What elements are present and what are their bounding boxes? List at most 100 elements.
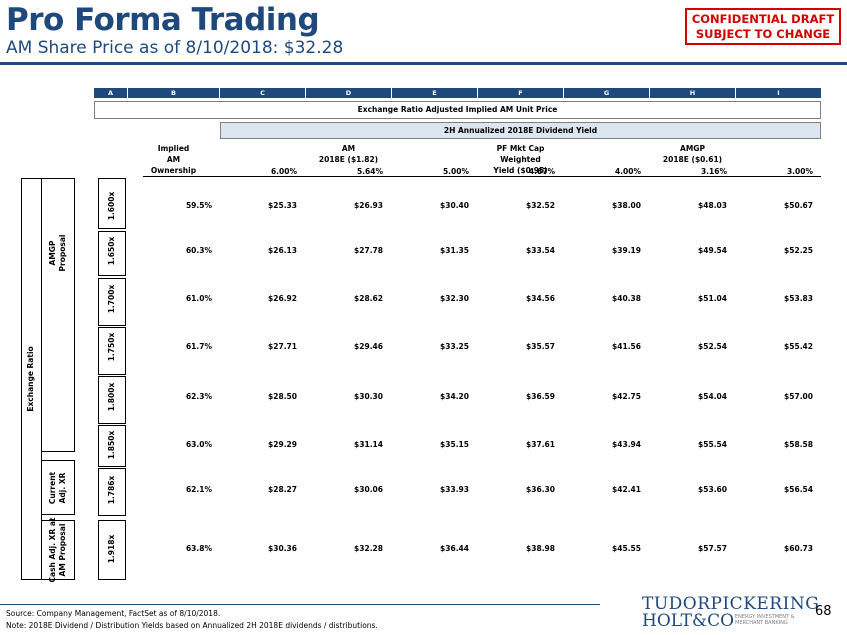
header-implied-line-2: AM xyxy=(166,155,181,164)
price-cell: $30.30 xyxy=(354,392,383,401)
price-cell: $31.14 xyxy=(354,440,383,449)
implied-ownership-cell: 62.3% xyxy=(185,392,212,401)
price-cell: $27.71 xyxy=(268,342,297,351)
cash-adj-line-1: Cash Adj. XR at xyxy=(48,517,57,583)
table-banner-title: Exchange Ratio Adjusted Implied AM Unit … xyxy=(94,101,821,119)
page-number: 68 xyxy=(815,604,832,619)
column-letter-g: G xyxy=(564,88,649,98)
price-cell: $28.27 xyxy=(268,485,297,494)
yield-header-4: 4.67% xyxy=(528,167,555,176)
exchange-ratio-value: 1.850x xyxy=(107,430,116,460)
page-title: Pro Forma Trading xyxy=(6,2,320,38)
column-letter-h: H xyxy=(650,88,735,98)
column-letter-f: F xyxy=(478,88,563,98)
exchange-ratio-value: 1.800x xyxy=(107,382,116,412)
current-adj-line-2: Adj. XR xyxy=(58,472,67,504)
amgp-proposal-label: AMGP Proposal xyxy=(48,235,68,272)
header-amgp-line-1: AMGP xyxy=(680,144,705,153)
ratio-bracket xyxy=(98,376,126,424)
price-cell: $34.20 xyxy=(440,392,469,401)
price-cell: $37.61 xyxy=(526,440,555,449)
ratio-bracket xyxy=(98,278,126,326)
logo-line-1: TUDORPICKERING xyxy=(642,594,820,614)
cash-adj-line-2: AM Proposal xyxy=(58,523,67,577)
column-letter-i: I xyxy=(736,88,821,98)
current-adj-xr-label: Current Adj. XR xyxy=(48,472,68,504)
price-cell: $28.62 xyxy=(354,294,383,303)
cash-adj-xr-label: Cash Adj. XR at AM Proposal xyxy=(48,518,68,583)
implied-ownership-cell: 61.7% xyxy=(185,342,212,351)
price-cell: $26.92 xyxy=(268,294,297,303)
header-implied-ownership: Implied AM Ownership xyxy=(128,143,219,176)
yield-banner: 2H Annualized 2018E Dividend Yield xyxy=(220,122,821,139)
price-cell: $49.54 xyxy=(698,246,727,255)
price-cell: $45.55 xyxy=(612,544,641,553)
header-underline xyxy=(143,176,821,177)
price-cell: $25.33 xyxy=(268,201,297,210)
yield-header-7: 3.00% xyxy=(786,167,813,176)
logo-sub-line-1: ENERGY INVESTMENT & xyxy=(735,614,795,620)
exchange-ratio-value: 1.750x xyxy=(107,332,116,362)
exchange-ratio-value: 1.786x xyxy=(107,475,116,505)
confidential-line-1: CONFIDENTIAL DRAFT xyxy=(691,12,835,26)
amgp-proposal-line-2: Proposal xyxy=(58,234,67,272)
exchange-ratio-label: Exchange Ratio xyxy=(26,346,35,412)
ratio-bracket xyxy=(98,468,126,516)
column-letter-e: E xyxy=(392,88,477,98)
price-cell: $53.60 xyxy=(698,485,727,494)
confidential-badge: CONFIDENTIAL DRAFT SUBJECT TO CHANGE xyxy=(685,8,841,45)
logo-subtitle: ENERGY INVESTMENT & MERCHANT BANKING xyxy=(735,614,805,626)
exchange-ratio-bracket xyxy=(21,178,42,580)
price-cell: $42.75 xyxy=(612,392,641,401)
price-cell: $26.93 xyxy=(354,201,383,210)
price-cell: $39.19 xyxy=(612,246,641,255)
ratio-bracket xyxy=(98,520,126,580)
implied-ownership-cell: 62.1% xyxy=(185,485,212,494)
price-cell: $30.36 xyxy=(268,544,297,553)
header-am-2018e: AM 2018E ($1.82) xyxy=(306,143,391,165)
price-cell: $54.04 xyxy=(698,392,727,401)
implied-ownership-cell: 61.0% xyxy=(185,294,212,303)
current-adj-line-1: Current xyxy=(48,471,57,505)
implied-ownership-cell: 59.5% xyxy=(185,201,212,210)
price-cell: $34.56 xyxy=(526,294,555,303)
price-cell: $55.54 xyxy=(698,440,727,449)
price-cell: $27.78 xyxy=(354,246,383,255)
amgp-proposal-bracket xyxy=(42,178,75,452)
ratio-bracket xyxy=(98,425,126,467)
price-cell: $33.25 xyxy=(440,342,469,351)
price-cell: $32.52 xyxy=(526,201,555,210)
price-cell: $53.83 xyxy=(784,294,813,303)
header-pf-line-1: PF Mkt Cap Weighted xyxy=(496,144,545,164)
exchange-ratio-value: 1.700x xyxy=(107,284,116,314)
exchange-ratio-value: 1.600x xyxy=(107,191,116,221)
header-am-line-1: AM xyxy=(341,144,356,153)
price-cell: $32.30 xyxy=(440,294,469,303)
price-cell: $30.06 xyxy=(354,485,383,494)
header-pf-line-2: Yield ($0.95) xyxy=(493,166,548,175)
current-adj-xr-bracket xyxy=(42,460,75,515)
price-cell: $51.04 xyxy=(698,294,727,303)
price-cell: $57.00 xyxy=(784,392,813,401)
price-cell: $43.94 xyxy=(612,440,641,449)
column-letter-a: A xyxy=(94,88,127,98)
price-cell: $29.29 xyxy=(268,440,297,449)
yield-header-1: 6.00% xyxy=(270,167,297,176)
yield-header-5: 4.00% xyxy=(614,167,641,176)
logo-line-2: HOLT&CO xyxy=(642,611,735,631)
yield-header-3: 5.00% xyxy=(442,167,469,176)
price-cell: $35.57 xyxy=(526,342,555,351)
price-cell: $38.98 xyxy=(526,544,555,553)
price-cell: $42.41 xyxy=(612,485,641,494)
price-cell: $26.13 xyxy=(268,246,297,255)
price-cell: $33.54 xyxy=(526,246,555,255)
cash-adj-xr-bracket xyxy=(42,520,75,580)
header-implied-line-3: Ownership xyxy=(150,166,197,175)
yield-header-6: 3.16% xyxy=(700,167,727,176)
header-amgp-line-2: 2018E ($0.61) xyxy=(662,155,723,164)
price-cell: $29.46 xyxy=(354,342,383,351)
column-letter-d: D xyxy=(306,88,391,98)
exchange-ratio-value: 1.650x xyxy=(107,236,116,266)
price-cell: $31.35 xyxy=(440,246,469,255)
amgp-proposal-line-1: AMGP xyxy=(48,240,57,266)
